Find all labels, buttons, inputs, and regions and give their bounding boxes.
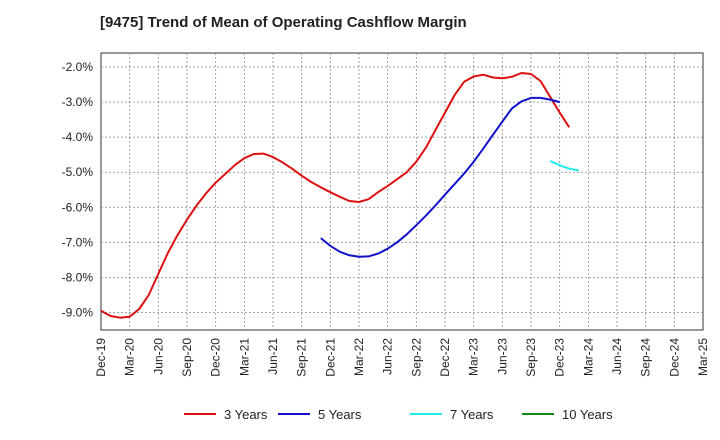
x-tick-label: Sep-20 xyxy=(180,338,194,377)
legend-item: 5 Years xyxy=(278,407,362,422)
y-tick-label: -7.0% xyxy=(62,235,94,249)
x-tick-label: Dec-21 xyxy=(323,338,337,377)
x-tick-label: Jun-20 xyxy=(151,338,165,375)
x-tick-label: Dec-24 xyxy=(667,338,681,377)
x-tick-label: Jun-21 xyxy=(266,338,280,375)
legend-item: 3 Years xyxy=(184,407,268,422)
x-tick-label: Sep-23 xyxy=(524,338,538,377)
x-tick-label: Mar-20 xyxy=(123,338,137,376)
legend-label: 3 Years xyxy=(224,407,268,422)
x-tick-label: Dec-19 xyxy=(94,338,108,377)
plot-area xyxy=(100,52,704,331)
y-tick-label: -3.0% xyxy=(62,95,94,109)
legend-item: 7 Years xyxy=(410,407,494,422)
x-tick-label: Mar-23 xyxy=(467,338,481,376)
y-axis-tick-labels: -2.0% -3.0% -4.0% -5.0% -6.0% -7.0% -8.0% -9.0% xyxy=(62,60,94,319)
chart-title: [9475] Trend of Mean of Operating Cashfl… xyxy=(100,14,467,31)
plot-frame xyxy=(100,52,704,331)
y-tick-label: -9.0% xyxy=(62,305,94,319)
x-tick-label: Jun-24 xyxy=(610,338,624,375)
y-tick-label: -4.0% xyxy=(62,130,94,144)
legend-label: 7 Years xyxy=(450,407,494,422)
x-tick-label: Dec-23 xyxy=(553,338,567,377)
y-tick-label: -2.0% xyxy=(62,60,94,74)
series-line xyxy=(549,160,579,172)
series-lines xyxy=(100,72,579,319)
y-tick-label: -6.0% xyxy=(62,200,94,214)
x-tick-label: Mar-24 xyxy=(581,338,595,376)
x-tick-label: Jun-22 xyxy=(381,338,395,375)
x-tick-label: Sep-24 xyxy=(639,338,653,377)
x-tick-label: Sep-22 xyxy=(409,338,423,377)
x-tick-label: Mar-22 xyxy=(352,338,366,376)
y-tick-label: -8.0% xyxy=(62,270,94,284)
legend-label: 5 Years xyxy=(318,407,362,422)
legend-item: 10 Years xyxy=(522,407,613,422)
x-tick-label: Dec-22 xyxy=(438,338,452,377)
x-axis-tick-labels: Dec-19 Mar-20 Jun-20 Sep-20 Dec-20 Mar-21 Jun-… xyxy=(94,338,710,377)
x-tick-label: Mar-25 xyxy=(696,338,710,376)
x-tick-label: Jun-23 xyxy=(495,338,509,375)
series-line xyxy=(100,72,571,319)
x-tick-label: Dec-20 xyxy=(209,338,223,377)
x-tick-label: Mar-21 xyxy=(237,338,251,376)
grid-lines xyxy=(101,53,703,330)
legend-label: 10 Years xyxy=(562,407,613,422)
legend: 3 Years 5 Years 7 Years 10 Years xyxy=(184,407,613,422)
series-line xyxy=(320,96,560,258)
x-tick-label: Sep-21 xyxy=(295,338,309,377)
y-tick-label: -5.0% xyxy=(62,165,94,179)
